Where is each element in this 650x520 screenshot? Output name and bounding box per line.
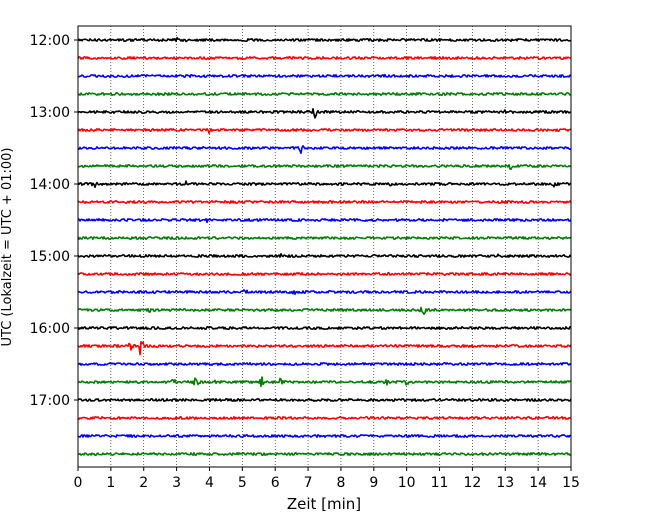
x-tick-label: 8 (336, 475, 345, 491)
x-tick-label: 11 (431, 475, 449, 491)
trace-line (77, 56, 572, 61)
trace-line (77, 145, 572, 155)
y-axis-label: UTC (Lokalzeit = UTC + 01:00) (0, 148, 15, 347)
x-tick-label: 1 (106, 475, 115, 491)
x-tick-label: 12 (463, 475, 481, 491)
x-tick-label: 4 (205, 475, 214, 491)
x-tick-label: 2 (139, 475, 148, 491)
trace-line (77, 108, 572, 119)
x-tick-label: 15 (562, 475, 580, 491)
plot-frame (77, 25, 572, 468)
trace-line (77, 341, 572, 356)
trace-line (77, 272, 572, 276)
x-tick-label: 13 (496, 475, 514, 491)
y-axis-ticks: 12:00 13:00 14:00 15:00 16:00 17:00 (30, 33, 78, 409)
y-tick-label: 14:00 (30, 177, 70, 193)
trace-line (77, 326, 572, 330)
trace-lines (77, 36, 572, 457)
trace-line (77, 398, 572, 403)
x-tick-label: 3 (172, 475, 181, 491)
x-tick-label: 5 (238, 475, 247, 491)
y-tick-label: 12:00 (30, 33, 70, 49)
x-tick-label: 10 (398, 475, 416, 491)
x-axis-ticks: 0 1 2 3 4 5 6 7 8 9 10 11 12 13 14 15 (74, 467, 580, 491)
trace-line (77, 253, 572, 258)
x-tick-label: 0 (74, 475, 83, 491)
trace-line (77, 416, 572, 420)
y-tick-label: 16:00 (30, 321, 70, 337)
trace-line (77, 73, 572, 79)
trace-line (77, 200, 572, 205)
trace-line (77, 376, 572, 388)
trace-line (77, 236, 572, 240)
trace-line (77, 362, 572, 366)
x-axis-label: Zeit [min] (287, 495, 361, 513)
x-tick-label: 7 (304, 475, 313, 491)
y-tick-label: 15:00 (30, 249, 70, 265)
trace-line (77, 306, 572, 316)
x-tick-label: 6 (271, 475, 280, 491)
trace-line (77, 180, 572, 189)
trace-line (77, 163, 572, 171)
trace-line (77, 127, 572, 135)
trace-line (77, 36, 572, 43)
trace-line (77, 92, 572, 96)
y-tick-label: 13:00 (30, 105, 70, 121)
x-tick-label: 14 (529, 475, 547, 491)
trace-line (77, 218, 572, 224)
trace-line (77, 289, 572, 295)
y-tick-label: 17:00 (30, 393, 70, 409)
trace-line (77, 434, 572, 438)
x-tick-label: 9 (369, 475, 378, 491)
trace-line (77, 452, 572, 457)
